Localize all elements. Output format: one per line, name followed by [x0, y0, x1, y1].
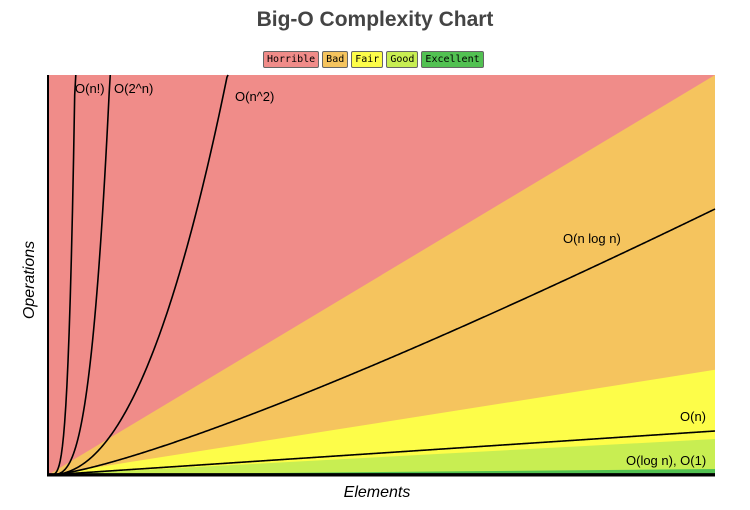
label-linear: O(n) — [680, 409, 706, 424]
curve-quadratic — [47, 74, 229, 476]
label-quadratic: O(n^2) — [235, 89, 274, 104]
curve-labels: O(n!) O(2^n) O(n^2) O(n log n) O(n) O(lo… — [75, 81, 706, 468]
curve-linear — [47, 430, 716, 476]
legend-item-bad: Bad — [322, 51, 349, 68]
complexity-regions — [48, 75, 715, 475]
curve-linearithmic — [47, 208, 716, 476]
legend-item-good: Good — [386, 51, 419, 68]
legend-item-excellent: Excellent — [421, 51, 484, 68]
label-exponential: O(2^n) — [114, 81, 153, 96]
label-log-constant: O(log n), O(1) — [626, 453, 706, 468]
legend-item-fair: Fair — [351, 51, 384, 68]
label-linearithmic: O(n log n) — [563, 231, 621, 246]
x-axis-label: Elements — [344, 484, 411, 501]
region-bad — [48, 75, 715, 475]
region-good — [48, 439, 715, 475]
legend-item-horrible: Horrible — [263, 51, 320, 68]
axes — [47, 75, 715, 477]
chart-title: Big-O Complexity Chart — [256, 8, 494, 31]
legend: Horrible Bad Fair Good Excellent — [263, 51, 484, 68]
y-axis-label: Operations — [21, 241, 38, 319]
label-factorial: O(n!) — [75, 81, 105, 96]
